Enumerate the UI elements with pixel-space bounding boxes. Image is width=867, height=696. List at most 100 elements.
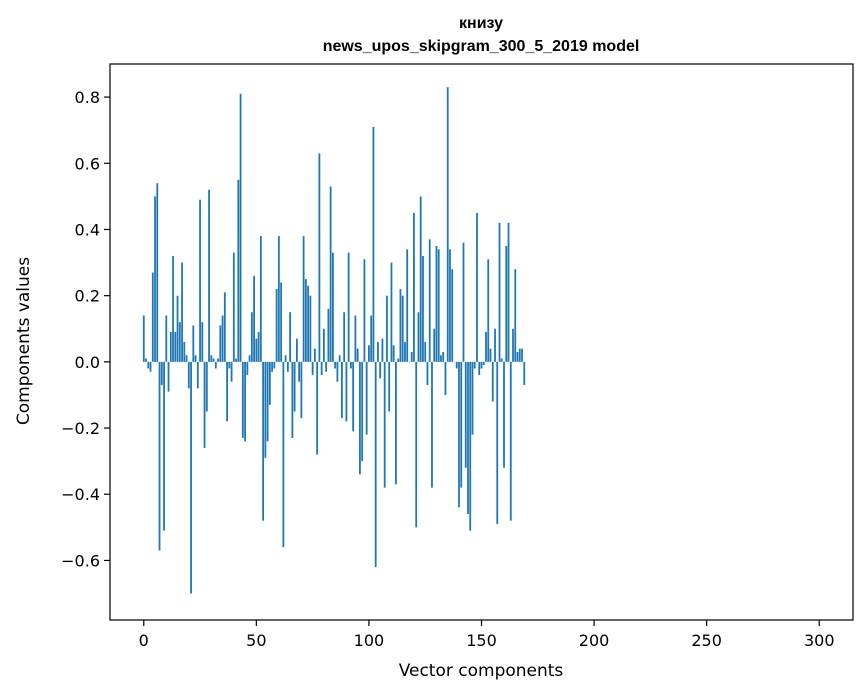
bar [246, 361, 249, 376]
bar [244, 361, 246, 442]
y-tick-label: −0.2 [61, 419, 100, 438]
bar [181, 262, 183, 362]
bar [217, 358, 219, 362]
chart-title: книзу [459, 15, 503, 32]
bar [237, 179, 240, 362]
bar [426, 361, 429, 386]
y-tick-label: −0.6 [61, 551, 100, 570]
bar [383, 361, 386, 488]
bar [485, 332, 487, 362]
bar [149, 361, 152, 372]
bar [413, 212, 415, 362]
x-tick-label: 50 [246, 631, 266, 650]
bar [183, 342, 186, 362]
bar [381, 338, 384, 362]
bar [196, 361, 199, 389]
bar [142, 315, 145, 362]
bar [467, 361, 469, 515]
bar [341, 361, 343, 419]
bar [307, 285, 310, 362]
bar [280, 282, 283, 362]
bar [309, 295, 312, 362]
bar [329, 186, 332, 362]
bar [230, 361, 233, 382]
bar [289, 312, 292, 362]
bar [361, 361, 364, 462]
y-tick-label: 0.0 [75, 353, 100, 372]
bar [318, 153, 321, 362]
y-tick-label: −0.4 [61, 485, 100, 504]
y-axis-ticks: −0.6 −0.4 −0.2 0.0 0.2 0.4 0.6 0.8 [61, 88, 110, 570]
bar [311, 361, 314, 376]
bar [176, 295, 179, 362]
bar [419, 196, 422, 362]
x-tick-label: 200 [579, 631, 610, 650]
bar [210, 355, 213, 362]
bar [178, 322, 181, 362]
bar [356, 348, 359, 362]
bar [264, 361, 267, 458]
bar [401, 295, 404, 362]
bar [377, 342, 379, 362]
bar [455, 361, 458, 369]
bar [390, 262, 393, 362]
bar [352, 361, 355, 432]
x-tick-label: 300 [804, 631, 835, 650]
y-tick-label: 0.2 [75, 287, 100, 306]
bar [480, 361, 483, 369]
bar [277, 236, 280, 362]
bar [431, 361, 433, 488]
bar [464, 361, 467, 468]
bar [322, 328, 325, 362]
bar [286, 361, 289, 372]
bar [440, 355, 442, 362]
chart-subtitle: news_upos_skipgram_300_5_2019 model [323, 38, 640, 55]
bar [201, 322, 204, 362]
bar [442, 351, 445, 362]
bar [370, 315, 373, 362]
bar [491, 361, 494, 402]
bar [347, 252, 350, 362]
bar [295, 338, 298, 362]
bar [293, 361, 296, 412]
y-tick-label: 0.4 [75, 220, 100, 239]
bar [187, 361, 190, 389]
bar [235, 358, 237, 362]
plot-frame [109, 63, 854, 621]
bar [169, 332, 172, 362]
bar [359, 361, 361, 475]
bar [350, 361, 352, 369]
bar [232, 252, 235, 362]
bar [444, 361, 447, 395]
bar [343, 312, 346, 362]
bar [437, 249, 440, 362]
bar [354, 315, 357, 362]
bar [478, 361, 481, 376]
bar [521, 348, 523, 362]
bar [223, 292, 226, 362]
bar [473, 361, 476, 369]
bar [435, 246, 438, 362]
bar [163, 361, 165, 531]
bar [194, 355, 197, 362]
bar [512, 328, 514, 362]
bar [250, 312, 253, 362]
bar [399, 289, 402, 362]
bar [199, 199, 201, 362]
bar [494, 328, 496, 362]
bar [156, 183, 159, 362]
bar [304, 279, 307, 362]
x-tick-label: 100 [354, 631, 385, 650]
bar [300, 361, 303, 419]
bar [151, 272, 154, 362]
bar [363, 259, 366, 362]
bar [374, 361, 377, 568]
bar [259, 236, 262, 362]
bar [192, 325, 195, 362]
bar [226, 361, 228, 422]
bar [203, 361, 206, 448]
y-tick-label: 0.8 [75, 88, 100, 107]
bar [302, 236, 305, 362]
bar [422, 255, 424, 362]
bar [313, 348, 316, 362]
